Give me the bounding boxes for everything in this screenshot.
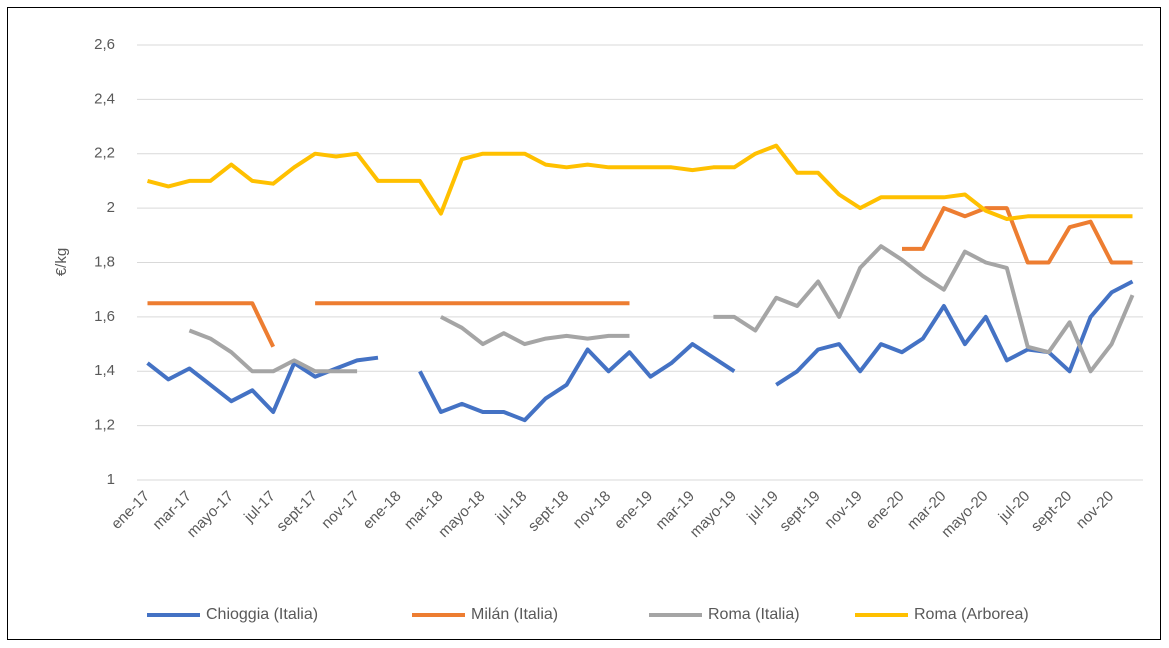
legend-label: Roma (Italia) — [708, 606, 800, 623]
series-line — [188, 244, 1135, 374]
y-tick-label: 1,2 — [94, 417, 115, 434]
series-line — [147, 206, 1133, 348]
y-tick-label: 1,8 — [94, 253, 115, 270]
y-tick-label: 2,4 — [94, 90, 115, 107]
chart-border — [7, 7, 1161, 640]
y-tick-label: 1,4 — [94, 362, 115, 379]
legend-label: Milán (Italia) — [471, 606, 558, 623]
legend-label: Chioggia (Italia) — [206, 606, 318, 623]
y-tick-label: 1 — [107, 471, 115, 488]
y-tick-label: 2,6 — [94, 36, 115, 53]
y-tick-label: 1,6 — [94, 308, 115, 325]
y-tick-label: 2,2 — [94, 145, 115, 162]
series-line — [146, 279, 1134, 423]
legend-label: Roma (Arborea) — [914, 606, 1029, 623]
series-line — [146, 143, 1133, 221]
y-tick-label: 2 — [107, 199, 115, 216]
y-axis-label: €/kg — [53, 248, 70, 276]
